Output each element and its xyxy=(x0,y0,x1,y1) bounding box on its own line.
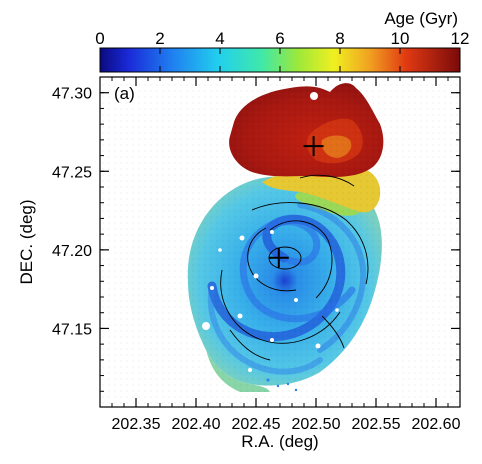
colorbar: Age (Gyr) 0 2 4 6 8 10 12 xyxy=(95,9,469,73)
y-tick-labels: 47.15 47.20 47.25 47.30 xyxy=(52,86,92,339)
panel-label: (a) xyxy=(114,84,135,103)
y-axis-label: DEC. (deg) xyxy=(17,199,36,284)
colorbar-label: Age (Gyr) xyxy=(384,9,458,28)
plot-area: 202.35 202.40 202.45 202.50 202.55 202.60 47.… xyxy=(17,76,461,451)
x-tick-label: 202.50 xyxy=(292,416,341,433)
colorbar-tick-label: 2 xyxy=(155,29,164,48)
colorbar-tick-label: 6 xyxy=(275,29,284,48)
x-tick-labels: 202.35 202.40 202.45 202.50 202.55 202.60 xyxy=(112,416,461,433)
colorbar-tick-labels: 0 2 4 6 8 10 12 xyxy=(95,29,469,48)
main-nucleus-marker xyxy=(268,247,289,268)
masked-stars xyxy=(202,92,339,372)
nucleus-markers xyxy=(268,136,324,268)
x-tick-label: 202.35 xyxy=(112,416,161,433)
axis-ticks xyxy=(99,76,461,408)
galaxy-map xyxy=(100,77,460,407)
x-tick-label: 202.40 xyxy=(172,416,221,433)
x-axis-label: R.A. (deg) xyxy=(241,432,318,451)
y-tick-label: 47.20 xyxy=(52,243,92,260)
y-tick-label: 47.25 xyxy=(52,164,92,181)
colorbar-tick-label: 4 xyxy=(215,29,224,48)
y-tick-label: 47.15 xyxy=(52,321,92,338)
colorbar-ticks xyxy=(99,48,461,72)
colorbar-tick-label: 10 xyxy=(391,29,410,48)
colorbar-tick-label: 0 xyxy=(95,29,104,48)
x-tick-label: 202.60 xyxy=(412,416,461,433)
x-tick-label: 202.55 xyxy=(352,416,401,433)
companion-nucleus-marker xyxy=(303,136,324,157)
x-tick-label: 202.45 xyxy=(232,416,281,433)
y-tick-label: 47.30 xyxy=(52,86,92,103)
stray-pixels xyxy=(266,378,298,392)
colorbar-tick-label: 8 xyxy=(335,29,344,48)
colorbar-tick-label: 12 xyxy=(451,29,470,48)
